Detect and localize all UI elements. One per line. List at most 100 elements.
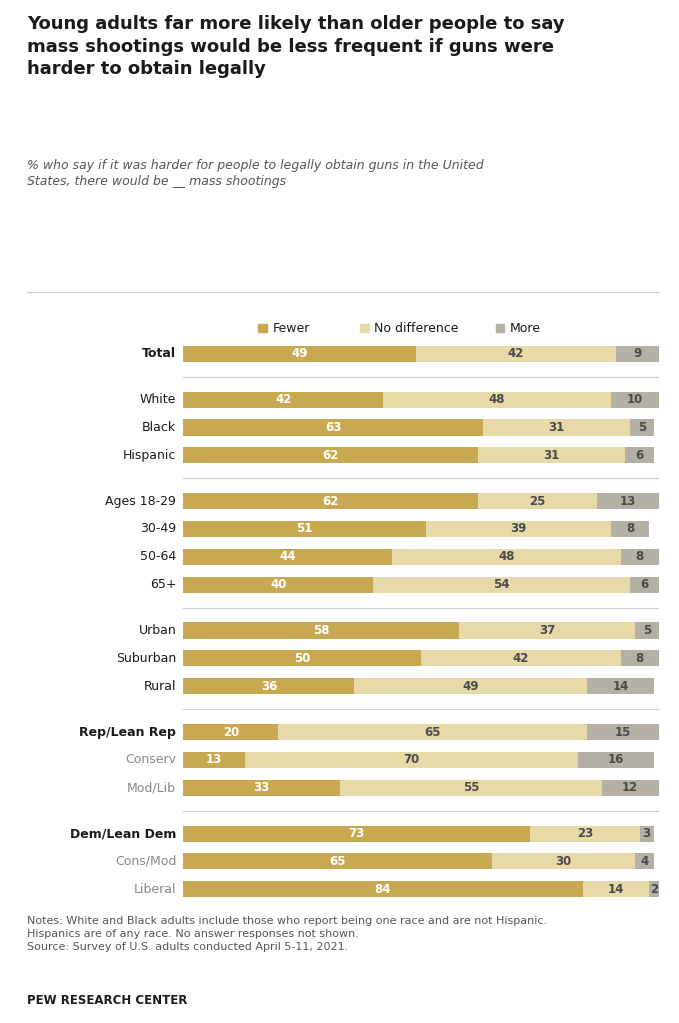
Text: % who say if it was harder for people to legally obtain guns in the United
State: % who say if it was harder for people to… bbox=[27, 159, 483, 187]
Text: 55: 55 bbox=[462, 782, 479, 794]
Bar bbox=[602, 780, 659, 796]
Bar bbox=[340, 780, 602, 796]
Text: 31: 31 bbox=[549, 420, 564, 434]
Text: 73: 73 bbox=[349, 827, 365, 840]
Bar bbox=[630, 577, 659, 592]
Text: 58: 58 bbox=[313, 624, 329, 637]
Bar bbox=[183, 577, 373, 592]
Text: 62: 62 bbox=[323, 449, 339, 461]
Bar bbox=[183, 780, 340, 796]
Text: 84: 84 bbox=[375, 883, 391, 896]
Bar bbox=[183, 651, 421, 666]
Text: 3: 3 bbox=[643, 827, 650, 840]
Bar bbox=[611, 521, 649, 537]
Text: 48: 48 bbox=[489, 393, 505, 406]
Text: Liberal: Liberal bbox=[134, 883, 177, 896]
Bar bbox=[587, 724, 659, 740]
Text: Suburban: Suburban bbox=[116, 652, 177, 665]
Bar bbox=[621, 548, 659, 565]
Bar bbox=[392, 548, 621, 565]
Bar bbox=[616, 346, 659, 362]
Bar bbox=[183, 521, 426, 537]
Bar bbox=[383, 392, 611, 408]
Text: 50: 50 bbox=[294, 652, 310, 665]
Text: 12: 12 bbox=[622, 782, 638, 794]
Bar bbox=[183, 447, 478, 463]
Bar bbox=[183, 678, 354, 695]
Text: 5: 5 bbox=[642, 624, 651, 637]
Text: 65+: 65+ bbox=[149, 578, 177, 591]
Text: 63: 63 bbox=[325, 420, 342, 434]
Text: 31: 31 bbox=[544, 449, 559, 461]
Text: 4: 4 bbox=[640, 855, 648, 868]
Text: White: White bbox=[140, 393, 177, 406]
Text: 40: 40 bbox=[270, 578, 287, 591]
Bar bbox=[183, 548, 392, 565]
Bar bbox=[183, 724, 278, 740]
Text: 5: 5 bbox=[638, 420, 646, 434]
Bar bbox=[492, 853, 635, 870]
Text: 25: 25 bbox=[529, 495, 546, 507]
Bar bbox=[649, 881, 659, 897]
Text: 48: 48 bbox=[498, 550, 515, 564]
Text: 54: 54 bbox=[494, 578, 510, 591]
Text: 2: 2 bbox=[650, 883, 658, 896]
Text: Notes: White and Black adults include those who report being one race and are no: Notes: White and Black adults include th… bbox=[27, 916, 547, 952]
Text: Total: Total bbox=[142, 347, 177, 360]
Bar bbox=[183, 622, 459, 638]
Text: 9: 9 bbox=[633, 347, 642, 360]
Bar bbox=[373, 577, 630, 592]
Text: 30-49: 30-49 bbox=[140, 523, 177, 535]
Bar bbox=[245, 752, 578, 768]
Text: 65: 65 bbox=[424, 725, 441, 739]
Bar bbox=[478, 447, 625, 463]
Text: PEW RESEARCH CENTER: PEW RESEARCH CENTER bbox=[27, 994, 187, 1008]
Text: 20: 20 bbox=[223, 725, 239, 739]
Text: 33: 33 bbox=[254, 782, 270, 794]
Text: 23: 23 bbox=[577, 827, 593, 840]
Text: 44: 44 bbox=[280, 550, 296, 564]
Bar bbox=[578, 752, 654, 768]
Bar bbox=[583, 881, 649, 897]
Bar bbox=[625, 447, 654, 463]
Text: Cons/Mod: Cons/Mod bbox=[115, 855, 177, 868]
Text: Rural: Rural bbox=[144, 679, 177, 693]
Bar bbox=[183, 419, 483, 436]
Bar bbox=[640, 826, 654, 842]
Text: No difference: No difference bbox=[374, 321, 458, 335]
Text: 10: 10 bbox=[627, 393, 643, 406]
Text: More: More bbox=[510, 321, 541, 335]
Text: 42: 42 bbox=[513, 652, 529, 665]
Text: 36: 36 bbox=[261, 679, 277, 693]
Text: 8: 8 bbox=[636, 550, 644, 564]
Text: Ages 18-29: Ages 18-29 bbox=[105, 495, 177, 507]
Text: 42: 42 bbox=[508, 347, 524, 360]
Bar bbox=[459, 622, 635, 638]
Text: 49: 49 bbox=[291, 347, 308, 360]
Bar bbox=[183, 392, 383, 408]
Text: 8: 8 bbox=[626, 523, 634, 535]
Bar bbox=[183, 493, 478, 509]
Text: Hispanic: Hispanic bbox=[123, 449, 177, 461]
Bar bbox=[611, 392, 659, 408]
Text: Conserv: Conserv bbox=[125, 753, 177, 766]
Bar bbox=[183, 881, 583, 897]
Bar bbox=[630, 419, 654, 436]
Text: 42: 42 bbox=[275, 393, 291, 406]
Bar bbox=[426, 521, 611, 537]
Text: 6: 6 bbox=[640, 578, 648, 591]
Text: 14: 14 bbox=[612, 679, 629, 693]
Text: Young adults far more likely than older people to say
mass shootings would be le: Young adults far more likely than older … bbox=[27, 15, 565, 78]
Text: Rep/Lean Rep: Rep/Lean Rep bbox=[79, 725, 177, 739]
Text: 13: 13 bbox=[206, 753, 222, 766]
Bar bbox=[278, 724, 587, 740]
Bar bbox=[416, 346, 616, 362]
Bar bbox=[635, 622, 659, 638]
Text: Black: Black bbox=[142, 420, 177, 434]
Text: 16: 16 bbox=[608, 753, 624, 766]
Text: 8: 8 bbox=[636, 652, 644, 665]
Text: 51: 51 bbox=[296, 523, 313, 535]
Bar bbox=[597, 493, 659, 509]
Text: 49: 49 bbox=[462, 679, 479, 693]
Text: 30: 30 bbox=[555, 855, 572, 868]
